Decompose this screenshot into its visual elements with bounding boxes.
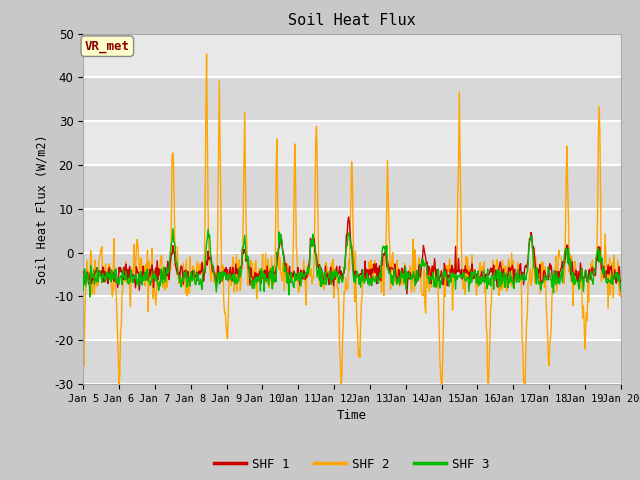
SHF 1 [617, 278, 625, 284]
SHF 3 [200, 269, 208, 275]
SHF 2 [617, 294, 625, 300]
SHF 1 [199, 267, 207, 273]
SHF 2 [89, 273, 97, 279]
SHF 1 [89, 277, 97, 283]
SHF 3 [229, 272, 237, 278]
SHF 3 [419, 263, 426, 268]
Text: VR_met: VR_met [85, 40, 130, 53]
SHF 2 [419, 292, 426, 298]
X-axis label: Time: Time [337, 409, 367, 422]
SHF 3 [145, 277, 153, 283]
Line: SHF 3: SHF 3 [83, 228, 621, 297]
SHF 2 [200, 266, 207, 272]
SHF 1 [145, 277, 152, 283]
SHF 1 [403, 291, 411, 297]
Bar [83, 340, 621, 384]
SHF 3 [617, 288, 625, 294]
Bar [83, 165, 621, 209]
Legend: SHF 1, SHF 2, SHF 3: SHF 1, SHF 2, SHF 3 [209, 453, 495, 476]
SHF 3 [86, 294, 94, 300]
Bar [83, 252, 621, 296]
Bar [83, 209, 621, 252]
SHF 2 [79, 348, 87, 353]
SHF 1 [227, 274, 235, 279]
SHF 1 [435, 273, 442, 279]
SHF 1 [419, 253, 426, 259]
SHF 2 [145, 258, 153, 264]
Title: Soil Heat Flux: Soil Heat Flux [288, 13, 416, 28]
Bar [83, 34, 621, 77]
SHF 1 [345, 214, 353, 220]
SHF 3 [169, 226, 177, 231]
Bar [83, 121, 621, 165]
SHF 2 [229, 254, 237, 260]
SHF 3 [79, 288, 87, 293]
SHF 1 [79, 270, 87, 276]
SHF 2 [203, 51, 211, 57]
SHF 2 [435, 299, 442, 304]
Bar [83, 77, 621, 121]
SHF 2 [115, 381, 123, 387]
Y-axis label: Soil Heat Flux (W/m2): Soil Heat Flux (W/m2) [36, 134, 49, 284]
SHF 3 [90, 267, 97, 273]
Line: SHF 2: SHF 2 [83, 54, 621, 384]
Bar [83, 296, 621, 340]
Line: SHF 1: SHF 1 [83, 217, 621, 294]
SHF 3 [435, 266, 442, 272]
